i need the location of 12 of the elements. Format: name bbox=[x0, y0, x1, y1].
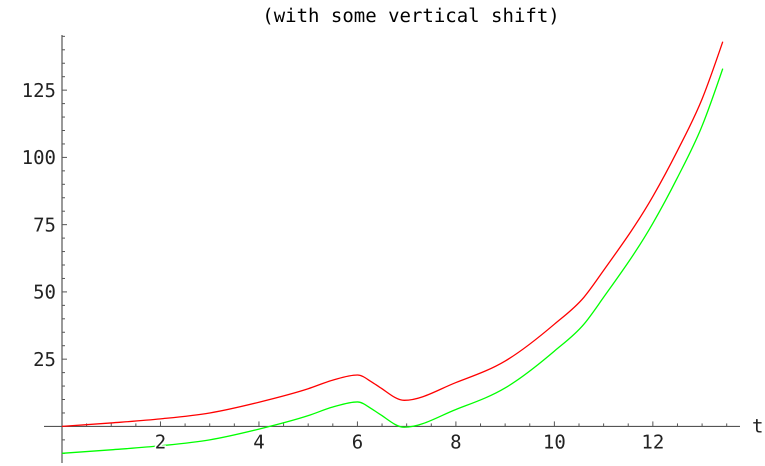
x-tick-label: 6 bbox=[352, 431, 364, 454]
chart-title: (with some vertical shift) bbox=[262, 5, 560, 27]
x-axis-title: t bbox=[752, 415, 764, 438]
y-tick-label: 25 bbox=[33, 348, 56, 371]
x-tick-label: 4 bbox=[253, 431, 265, 454]
x-tick-label: 8 bbox=[450, 431, 462, 454]
y-tick-label: 50 bbox=[33, 282, 56, 304]
x-tick-label: 12 bbox=[641, 431, 664, 454]
y-tick-label: 100 bbox=[22, 147, 56, 170]
y-tick-label: 125 bbox=[22, 80, 56, 102]
y-tick-label: 75 bbox=[33, 214, 56, 236]
x-tick-label: 10 bbox=[542, 431, 566, 454]
